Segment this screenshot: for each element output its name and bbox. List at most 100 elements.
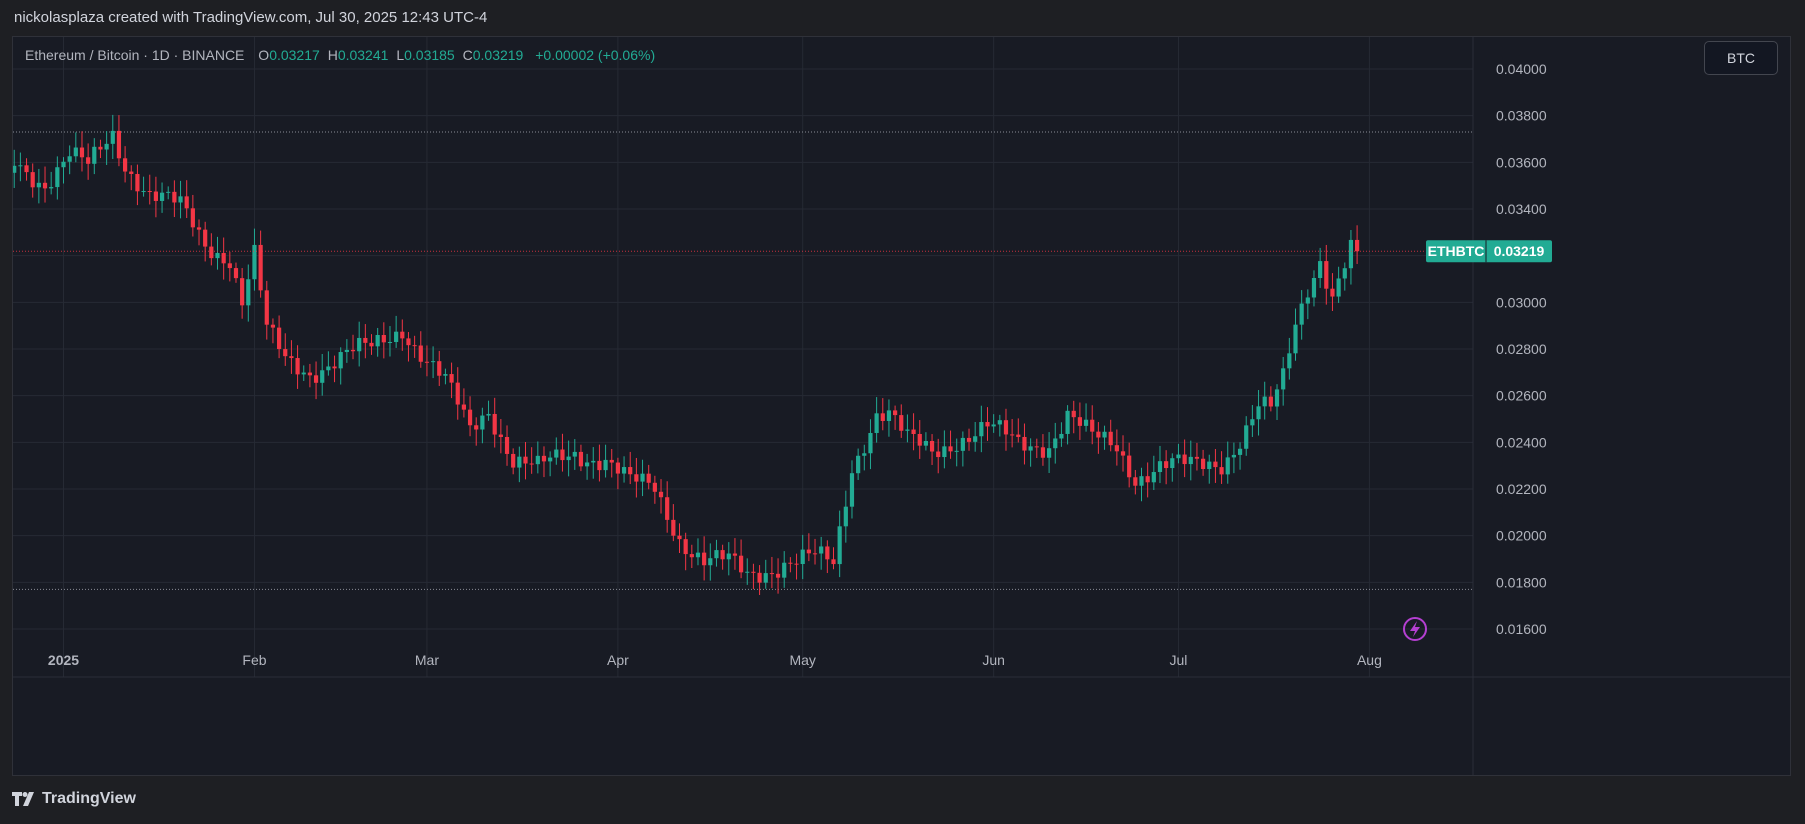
y-tick-label: 0.02400 (1496, 434, 1547, 450)
candle-body (492, 413, 497, 435)
candle-body (837, 526, 842, 565)
candle-body (135, 173, 140, 192)
candle-body (1145, 476, 1150, 483)
candle-body (209, 246, 214, 259)
candlestick-chart[interactable]: 0.01600 0.01800 0.02000 0.02200 0.02400 0.026… (13, 37, 1790, 775)
candle-body (917, 433, 922, 446)
y-tick-label: 0.02200 (1496, 481, 1547, 497)
candle-body (683, 539, 688, 555)
candle-body (129, 171, 134, 174)
candle-body (431, 361, 436, 363)
candle-body (714, 550, 719, 559)
tradingview-brand[interactable]: TradingView (12, 790, 136, 808)
candle-body (437, 361, 442, 376)
chart-panel[interactable]: 0.01600 0.01800 0.02000 0.02200 0.02400 0.026… (12, 36, 1791, 776)
candle-body (141, 191, 146, 193)
candle-body (979, 422, 984, 437)
candle-body (400, 331, 405, 339)
candle-body (1318, 261, 1323, 279)
candle-body (812, 553, 818, 555)
candle-body (375, 334, 380, 347)
y-tick-label: 0.03600 (1496, 154, 1547, 170)
candle-body (1213, 461, 1218, 468)
price-label-badge: ETHBTC 0.03219 (1426, 240, 1552, 263)
candle-body (184, 196, 189, 209)
candle-body (843, 506, 848, 527)
candle-body (745, 571, 750, 573)
x-tick-label: Jul (1170, 652, 1188, 668)
close-value: 0.03219 (472, 47, 524, 63)
candle-body (1157, 461, 1163, 473)
candle-body (517, 456, 522, 468)
open-value: 0.03217 (269, 47, 320, 63)
x-tick-label: Jun (982, 652, 1005, 668)
candle-body (252, 244, 257, 280)
candle-body (332, 366, 337, 369)
candle-body (1083, 419, 1089, 426)
candle-body (233, 268, 239, 279)
candle-body (1348, 239, 1354, 269)
candle-body (726, 553, 731, 560)
candle-body (954, 450, 959, 452)
candle-body (1268, 396, 1273, 407)
candle-body (936, 451, 941, 458)
candle-body (418, 345, 423, 362)
candle-body (1225, 457, 1230, 475)
candle-body (295, 358, 300, 375)
candle-body (548, 457, 553, 462)
candle-body (49, 187, 54, 189)
price-badge-bg (1426, 240, 1552, 263)
close-label: C (462, 47, 473, 63)
candle-body (1274, 389, 1280, 407)
candle-body (1010, 434, 1015, 436)
y-tick-label: 0.04000 (1496, 61, 1547, 77)
candle-body (763, 573, 768, 583)
candle-body (751, 571, 756, 573)
candle-body (1133, 477, 1138, 486)
candle-body (1053, 438, 1058, 449)
y-tick-label: 0.02600 (1496, 388, 1547, 404)
candle-body (1324, 261, 1329, 289)
candle-body (997, 420, 1002, 425)
candle-body (357, 337, 362, 352)
candle-body (172, 191, 177, 203)
candle-body (221, 253, 226, 264)
candle-body (387, 342, 393, 344)
candle-body (1077, 417, 1082, 426)
candle-body (1090, 419, 1095, 432)
price-badge-ticker: ETHBTC (1428, 243, 1485, 259)
candle-body (1164, 461, 1169, 469)
candle-body (1299, 303, 1304, 325)
candle-body (1342, 268, 1347, 279)
candle-body (578, 451, 584, 467)
candle-body (966, 437, 972, 442)
candle-body (116, 130, 122, 159)
lightning-icon[interactable] (1403, 617, 1427, 641)
candle-body (240, 278, 245, 306)
candle-body (61, 161, 66, 168)
candle-body (406, 338, 411, 346)
candle-body (652, 482, 657, 492)
candle-body (560, 449, 565, 461)
candle-body (55, 167, 60, 188)
currency-button[interactable]: BTC (1704, 41, 1778, 75)
candle-body (868, 432, 873, 454)
candle-body (800, 549, 805, 565)
candle-body (615, 462, 620, 474)
candle-body (196, 227, 202, 230)
candle-body (1250, 419, 1255, 426)
candle-body (92, 146, 97, 164)
candle-body (1034, 446, 1039, 448)
candle-body (689, 554, 694, 558)
candle-body (1047, 448, 1052, 458)
candle-body (350, 349, 356, 352)
high-value: 0.03241 (337, 47, 389, 63)
candle-body (1114, 445, 1119, 452)
candle-body (621, 467, 627, 474)
candle-body (923, 441, 928, 446)
candle-body (461, 404, 466, 410)
change-value: +0.00002 (+0.06%) (535, 47, 656, 63)
candle-body (640, 473, 645, 482)
y-tick-label: 0.02000 (1496, 528, 1547, 544)
candle-body (720, 550, 725, 560)
